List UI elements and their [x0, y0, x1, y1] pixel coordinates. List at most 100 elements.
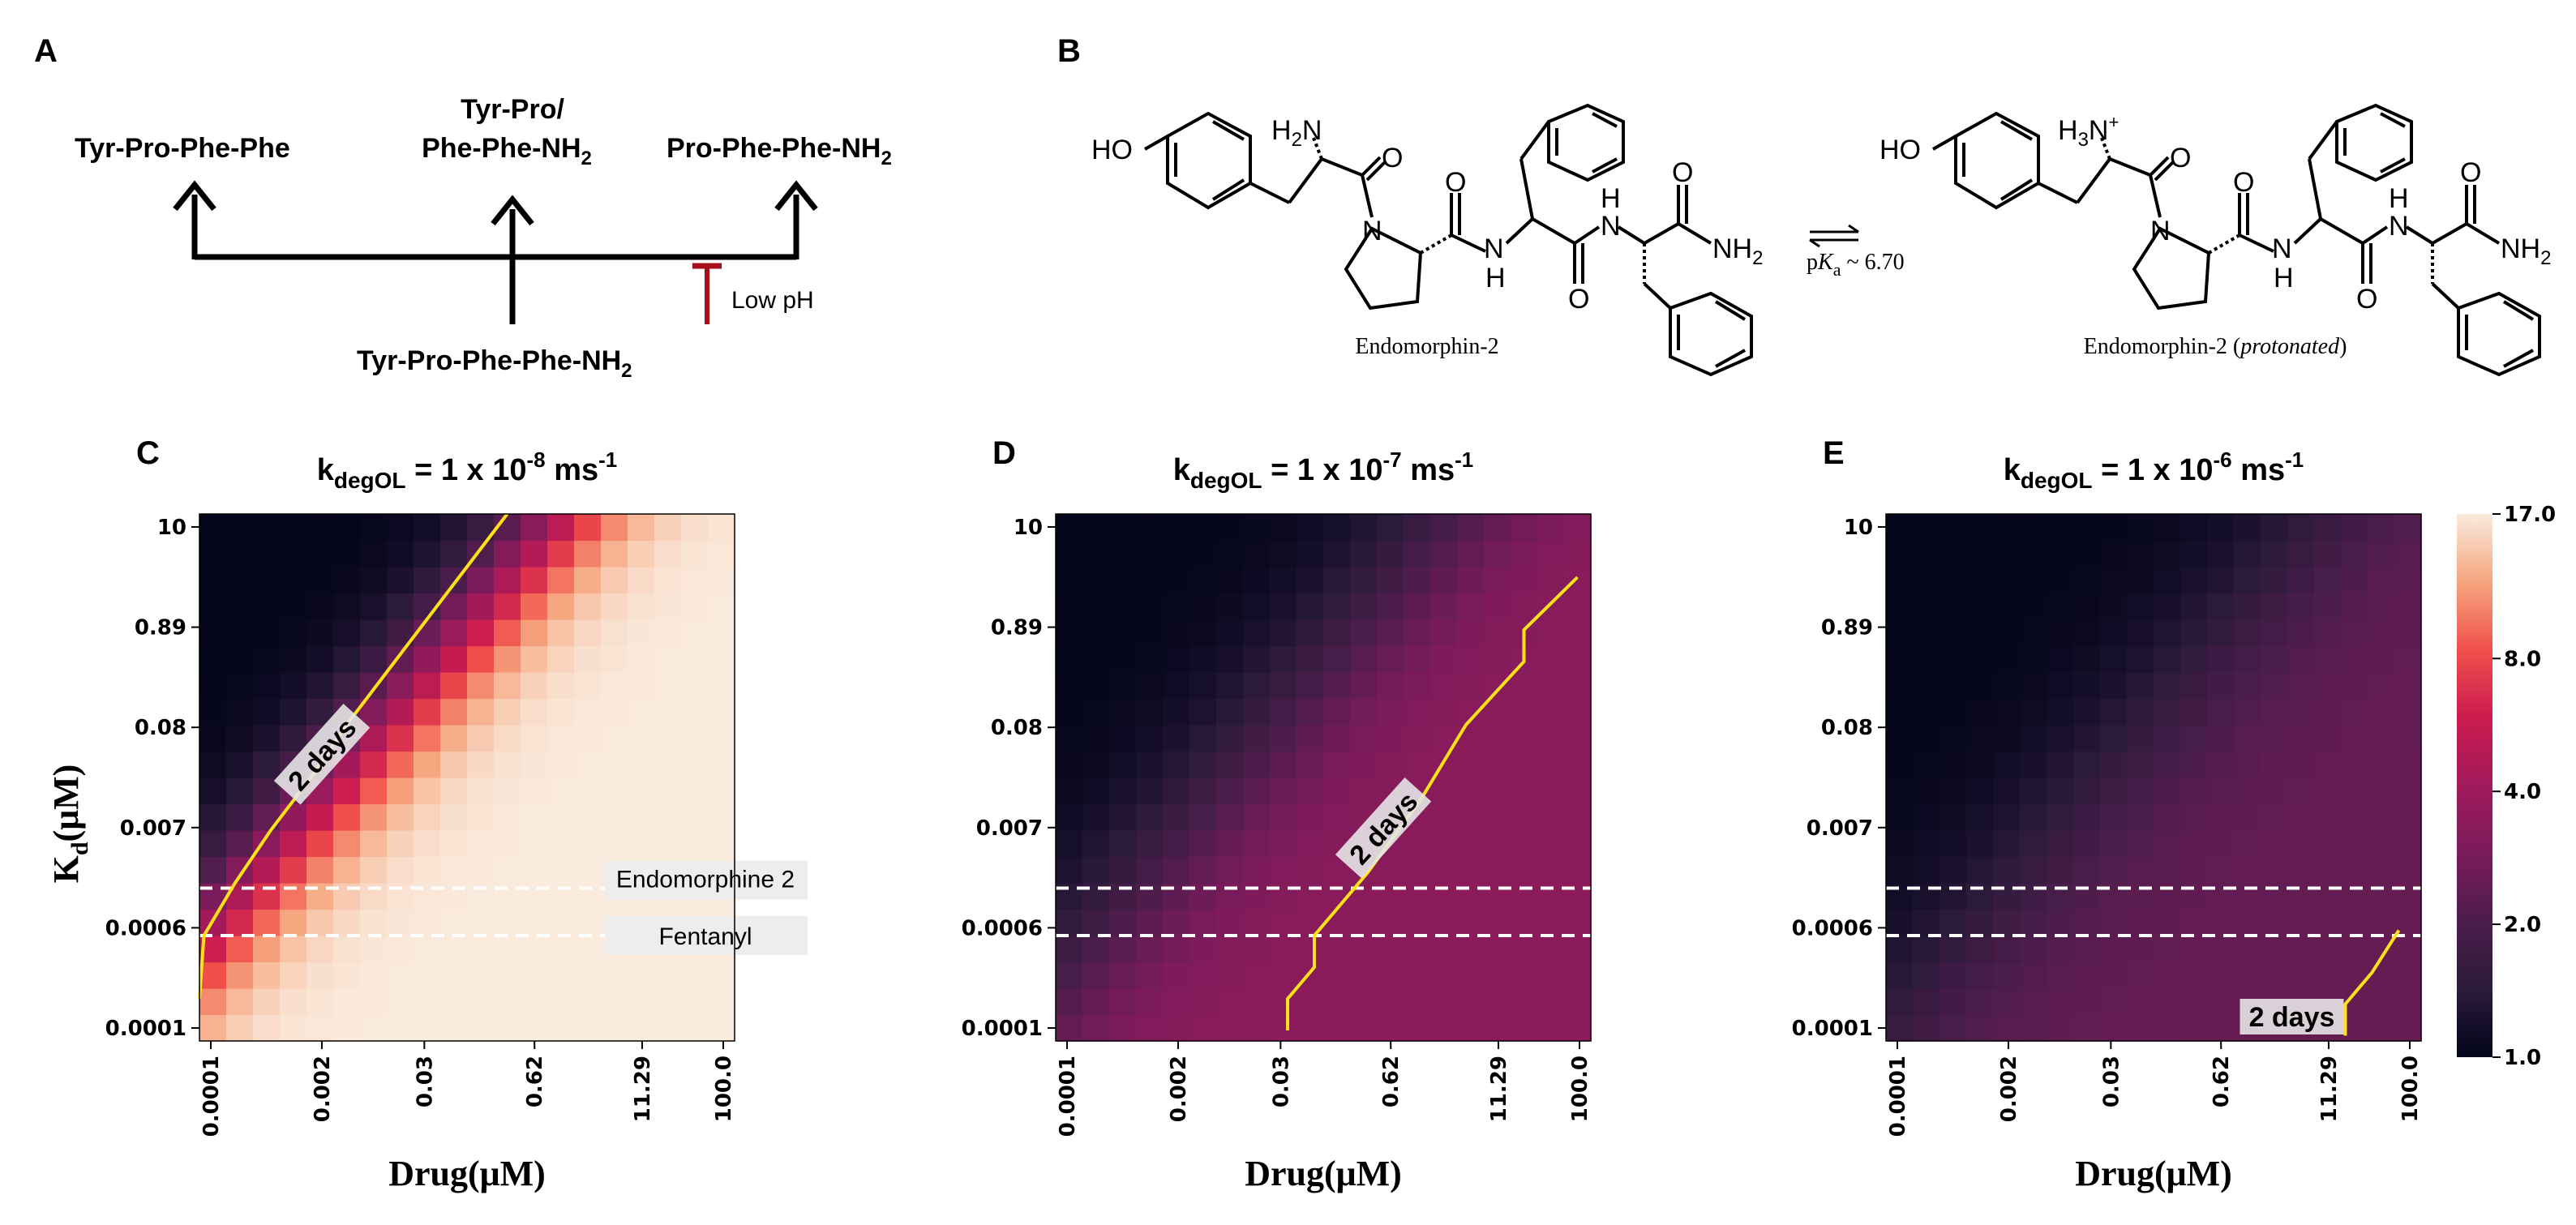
heatmap-cell — [253, 751, 281, 778]
heatmap-cell — [2127, 619, 2154, 647]
heatmap-cell — [2207, 725, 2235, 752]
heatmap-cell — [708, 830, 735, 858]
heatmap-cell — [1404, 645, 1431, 673]
heatmap-cell — [1350, 540, 1378, 568]
label-fentanyl-bg — [605, 916, 808, 955]
x-tick-label: 0.002 — [1997, 1056, 2021, 1122]
heatmap-cell — [360, 619, 388, 647]
heatmap-cell — [628, 619, 655, 647]
heatmap-cell — [628, 567, 655, 594]
low-ph-label: Low pH — [731, 287, 814, 314]
x-axis-label: Drug(μM) — [2075, 1154, 2232, 1193]
heatmap-cell — [654, 751, 682, 778]
heatmap-cell — [1564, 909, 1592, 936]
heatmap-cell — [1216, 619, 1244, 647]
heatmap-cell — [1297, 698, 1324, 726]
heatmap-cell — [1270, 1014, 1297, 1042]
heatmap-cell — [1484, 909, 1511, 936]
heatmap-cell — [2127, 698, 2154, 726]
heatmap-cell — [1323, 751, 1351, 778]
heatmap-cell — [1056, 856, 1083, 884]
heatmap-cell — [521, 856, 548, 884]
heatmap-cell — [440, 725, 468, 752]
tyr-ring — [1166, 111, 1252, 210]
heatmap-cell — [467, 645, 495, 673]
heatmap-cell — [1537, 567, 1565, 594]
colorbar-ticks: 17.0 8.0 4.0 2.0 1.0 — [2492, 503, 2556, 1070]
heatmap-cell — [1082, 909, 1110, 936]
heatmap-cell — [2394, 856, 2422, 884]
heatmap-cell — [601, 645, 628, 673]
heatmap-cell — [2047, 909, 2074, 936]
heatmap-cell — [1377, 619, 1404, 647]
heatmap-cell — [333, 593, 361, 620]
heatmap-cell — [2368, 672, 2395, 700]
heatmap-cell — [1913, 645, 1940, 673]
heatmap-cell — [521, 909, 548, 936]
heatmap-cell — [2341, 672, 2368, 700]
heatmap-cell — [494, 751, 521, 778]
heatmap-cell — [1940, 751, 1967, 778]
heatmap-cell — [2154, 856, 2181, 884]
heatmap-cell — [1484, 830, 1511, 858]
heatmap-cell — [253, 988, 281, 1016]
heatmap-cell — [1484, 777, 1511, 805]
heatmap-cell — [2341, 936, 2368, 963]
heatmap-cell — [467, 1014, 495, 1042]
heatmap-cell — [1056, 698, 1083, 726]
heatmap-cell — [2020, 1014, 2047, 1042]
heatmap-cell — [2073, 672, 2101, 700]
heatmap-cell — [2180, 698, 2208, 726]
heatmap-cell — [467, 830, 495, 858]
heatmap-cell — [333, 962, 361, 989]
heatmap-cell — [467, 672, 495, 700]
heatmap-cell — [440, 988, 468, 1016]
heatmap-cell — [1913, 725, 1940, 752]
heatmap-cell — [1940, 698, 1967, 726]
heatmap-cell — [2073, 698, 2101, 726]
heatmap-cell — [1270, 514, 1297, 542]
heatmap-cell — [628, 1014, 655, 1042]
heatmap-cell — [708, 593, 735, 620]
heatmap-cell — [280, 619, 307, 647]
heatmap-cell — [387, 936, 414, 963]
heatmap-cell — [2154, 909, 2181, 936]
heatmap-cell — [1404, 698, 1431, 726]
heatmap-cell — [1163, 909, 1190, 936]
heatmap-cell — [414, 856, 441, 884]
label-fentanyl: Fentanyl — [605, 916, 808, 955]
heatmap-cell — [2073, 936, 2101, 963]
heatmap-cell — [1993, 619, 2021, 647]
y-tick-label: 10 — [157, 516, 186, 540]
heatmap-cell — [2154, 698, 2181, 726]
heatmap-cell — [1297, 567, 1324, 594]
y-tick-label: 0.0006 — [962, 916, 1043, 940]
heatmap-cell — [1297, 751, 1324, 778]
heatmap-cell — [547, 593, 575, 620]
heatmap-cell — [547, 830, 575, 858]
heatmap-cell — [280, 856, 307, 884]
heatmap-cell — [521, 698, 548, 726]
heatmap-cell — [2020, 567, 2047, 594]
heatmap-cell — [1082, 962, 1110, 989]
heatmap-cell — [1163, 777, 1190, 805]
heatmap-cell — [1886, 751, 1914, 778]
heatmap-cell — [1216, 777, 1244, 805]
heatmap-cell — [2287, 936, 2315, 963]
heatmap-cell — [1243, 619, 1271, 647]
heatmap-cell — [2047, 514, 2074, 542]
heatmap-cell — [306, 962, 334, 989]
heatmap-cell — [1189, 803, 1217, 831]
heatmap-cell — [1913, 777, 1940, 805]
heatmap-cell — [1163, 725, 1190, 752]
heatmap-cell — [2287, 777, 2315, 805]
heatmap-cell — [226, 988, 254, 1016]
heatmap-cell — [547, 540, 575, 568]
heatmap-cell — [1082, 777, 1110, 805]
heatmap-cell — [1564, 619, 1592, 647]
heatmap-cell — [574, 593, 602, 620]
y-tick-label: 0.0006 — [1792, 916, 1873, 940]
heatmap-cell — [1484, 698, 1511, 726]
heatmap-cell — [1966, 988, 1994, 1016]
heatmap-cell — [1350, 988, 1378, 1016]
